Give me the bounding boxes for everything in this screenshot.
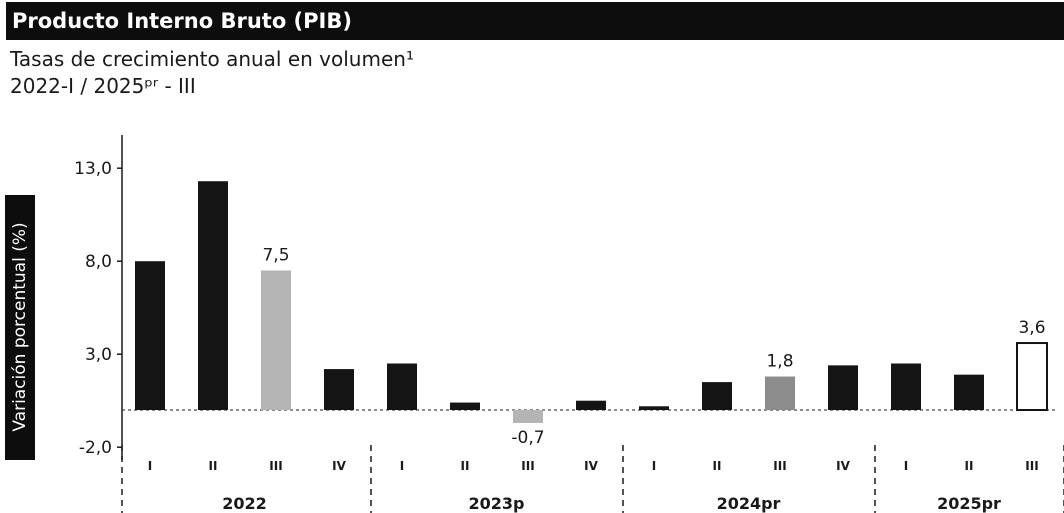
data-label: 7,5	[262, 246, 289, 266]
bar	[513, 410, 543, 424]
x-tick-label: I	[652, 459, 656, 473]
chart-title: Producto Interno Bruto (PIB)	[12, 9, 352, 33]
x-tick-label: IV	[332, 459, 346, 473]
data-label: -0,7	[511, 428, 544, 448]
bar	[450, 402, 480, 410]
x-group-label: 2025pr	[937, 494, 1001, 513]
chart-subtitle: Tasas de crecimiento anual en volumen¹	[10, 47, 414, 71]
x-tick-label: IV	[836, 459, 850, 473]
bar	[1016, 342, 1048, 412]
x-tick-label: III	[269, 459, 282, 473]
x-tick-label: III	[521, 459, 534, 473]
bar	[576, 400, 606, 410]
x-tick-label: II	[965, 459, 974, 473]
y-tick-label: 3,0	[85, 345, 112, 365]
x-group-label: 2023p	[469, 494, 525, 513]
bar	[954, 374, 984, 410]
x-group-label: 2022	[222, 494, 267, 513]
chart-title-bar: Producto Interno Bruto (PIB)	[6, 2, 1064, 40]
y-tick-label: -2,0	[79, 438, 112, 458]
x-tick-label: II	[209, 459, 218, 473]
y-tick-label: 8,0	[85, 252, 112, 272]
bar	[198, 181, 228, 410]
bar	[828, 365, 858, 410]
x-tick-label: I	[904, 459, 908, 473]
x-tick-label: III	[773, 459, 786, 473]
x-tick-label: II	[713, 459, 722, 473]
data-label: 3,6	[1018, 318, 1045, 338]
bar	[261, 270, 291, 410]
x-tick-label: IV	[584, 459, 598, 473]
chart-period: 2022-I / 2025ᵖʳ - III	[10, 74, 196, 98]
bar	[324, 369, 354, 410]
x-tick-label: III	[1025, 459, 1038, 473]
bar	[387, 363, 417, 410]
bar	[639, 406, 669, 410]
x-tick-label: II	[461, 459, 470, 473]
bar	[891, 363, 921, 410]
bar	[702, 382, 732, 410]
x-group-label: 2024pr	[717, 494, 781, 513]
bar	[765, 376, 795, 410]
bar	[135, 261, 165, 410]
y-axis-label-box	[5, 195, 35, 460]
x-tick-label: I	[148, 459, 152, 473]
data-label: 1,8	[766, 352, 793, 372]
x-tick-label: I	[400, 459, 404, 473]
y-tick-label: 13,0	[74, 159, 112, 179]
